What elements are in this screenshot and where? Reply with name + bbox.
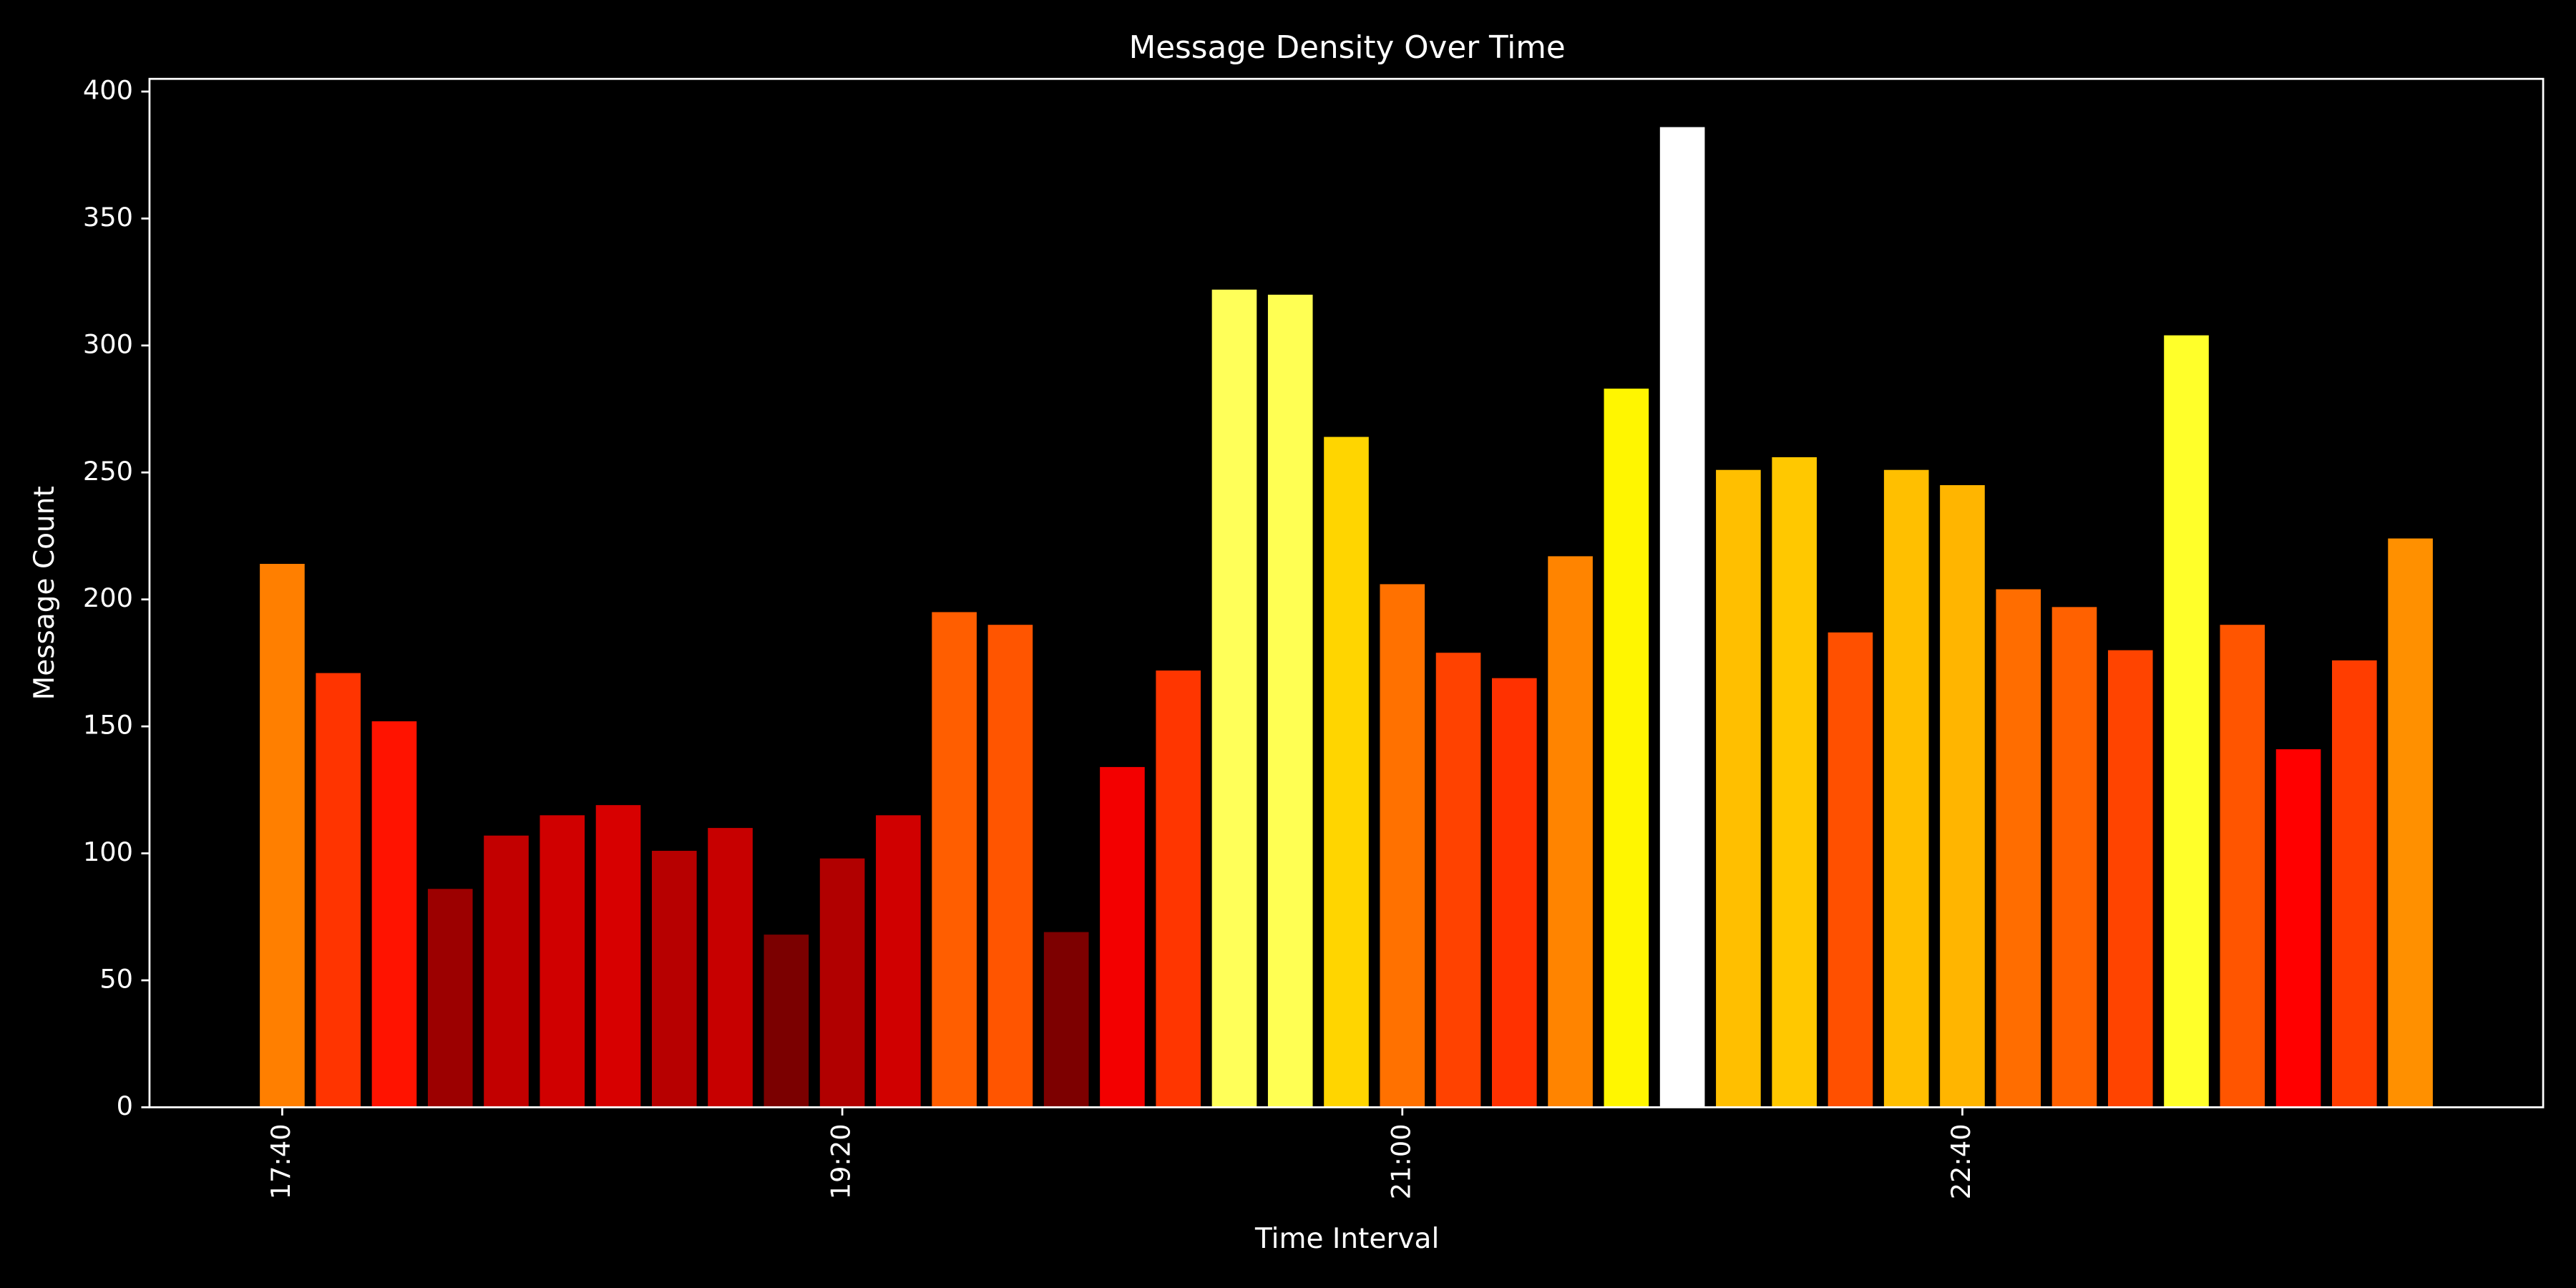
y-tick-label: 0: [117, 1091, 133, 1121]
bar: [2332, 660, 2377, 1108]
bar: [2220, 625, 2265, 1108]
bar: [876, 815, 921, 1108]
bar: [1716, 469, 1761, 1108]
y-tick-label: 50: [99, 964, 133, 995]
bar: [1940, 485, 1985, 1108]
bar: [1156, 670, 1201, 1108]
x-tick-label: 21:00: [1385, 1123, 1416, 1199]
bar: [1659, 127, 1705, 1108]
bar: [2388, 538, 2433, 1108]
bar: [651, 851, 697, 1108]
bar: [1492, 678, 1537, 1108]
bar: [540, 815, 585, 1108]
bar: [1435, 653, 1481, 1108]
bar: [1996, 589, 2041, 1108]
bar: [1267, 294, 1313, 1108]
bar: [932, 612, 977, 1108]
bar: [2164, 335, 2209, 1108]
y-tick-label: 100: [83, 836, 133, 867]
y-axis-label: Message Count: [29, 486, 61, 700]
bar: [316, 673, 361, 1108]
y-tick-label: 250: [83, 456, 133, 487]
y-tick-label: 300: [83, 328, 133, 359]
bar: [1324, 436, 1369, 1108]
bar: [484, 835, 529, 1108]
y-tick-label: 150: [83, 710, 133, 741]
y-tick-label: 400: [83, 74, 133, 105]
bar: [595, 805, 641, 1108]
bar: [819, 858, 865, 1108]
x-tick-label: 17:40: [265, 1123, 296, 1199]
bar: [1604, 389, 1649, 1108]
y-tick-label: 200: [83, 582, 133, 613]
bar: [1100, 766, 1145, 1108]
x-tick-label: 19:20: [826, 1123, 857, 1199]
bar: [708, 828, 753, 1108]
bar: [260, 564, 305, 1108]
bar: [2051, 607, 2097, 1108]
bar: [1772, 457, 1817, 1108]
plot-frame: [148, 77, 2545, 1108]
bar: [1883, 469, 1929, 1108]
bar: [763, 935, 809, 1108]
bar: [2107, 650, 2153, 1108]
bar: [427, 889, 473, 1108]
bar: [1043, 932, 1089, 1108]
bar: [2275, 749, 2321, 1108]
x-axis-label: Time Interval: [1254, 1223, 1439, 1255]
x-tick-label: 22:40: [1946, 1123, 1976, 1199]
bar: [1828, 632, 1873, 1108]
bar: [1211, 289, 1257, 1108]
bar: [1548, 556, 1593, 1108]
chart-title: Message Density Over Time: [1129, 30, 1566, 66]
bar: [987, 625, 1033, 1108]
bar: [371, 721, 417, 1108]
bar: [1380, 584, 1425, 1108]
y-tick-label: 350: [83, 202, 133, 233]
